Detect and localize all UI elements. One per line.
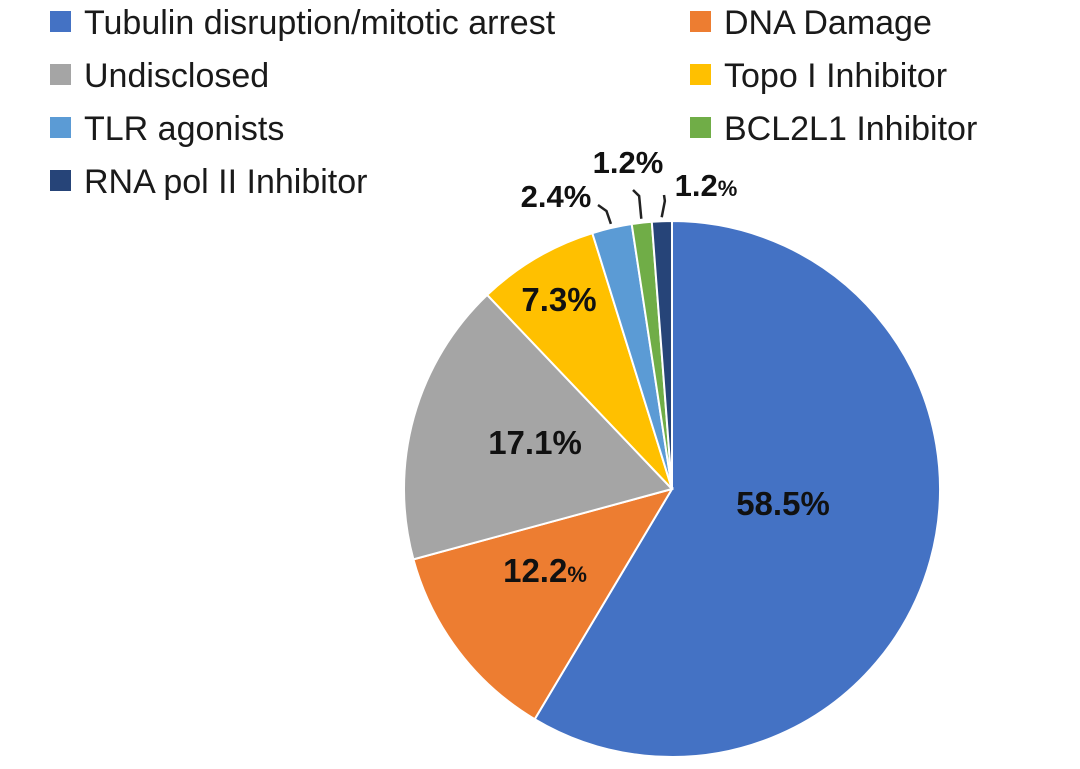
data-label: 2.4% (521, 179, 592, 214)
legend-swatch (690, 11, 711, 32)
pie-slice (412, 487, 675, 721)
leader-lines (597, 189, 667, 225)
legend-item: Topo I Inhibitor (690, 57, 947, 95)
legend-item: BCL2L1 Inhibitor (690, 110, 977, 148)
legend-label: Topo I Inhibitor (724, 57, 947, 95)
legend-item: Undisclosed (50, 57, 269, 95)
legend-swatch (50, 170, 71, 191)
legend-label: Tubulin disruption/mitotic arrest (84, 4, 556, 42)
data-label: 7.3% (521, 281, 596, 318)
data-label: 1.2% (593, 145, 664, 180)
legend-swatch (50, 117, 71, 138)
legend-label: TLR agonists (84, 110, 284, 148)
legend-label: DNA Damage (724, 4, 932, 42)
pie-slice (533, 219, 941, 758)
data-label: 58.5% (736, 485, 830, 522)
leader-line (632, 189, 643, 219)
legend-label: Undisclosed (84, 57, 269, 95)
legend: Tubulin disruption/mitotic arrest DNA Dam… (50, 4, 977, 201)
pie-slice (650, 219, 673, 490)
legend-item: RNA pol II Inhibitor (50, 163, 367, 201)
legend-item: DNA Damage (690, 4, 932, 42)
legend-swatch (50, 64, 71, 85)
data-label: 12.2% (503, 552, 587, 589)
pie-slices (403, 219, 941, 758)
data-label: 1.2% (675, 168, 738, 203)
data-label: 17.1% (488, 424, 582, 461)
pie-slice (403, 293, 674, 561)
leader-line (597, 203, 613, 225)
data-labels: 58.5%12.2%17.1%7.3%2.4%1.2%1.2% (488, 145, 830, 589)
legend-swatch (690, 64, 711, 85)
legend-item: TLR agonists (50, 110, 284, 148)
legend-swatch (690, 117, 711, 138)
leader-line (660, 194, 667, 218)
pie-slice (485, 231, 673, 490)
legend-label: RNA pol II Inhibitor (84, 163, 367, 201)
legend-swatch (50, 11, 71, 32)
legend-label: BCL2L1 Inhibitor (724, 110, 977, 148)
legend-item: Tubulin disruption/mitotic arrest (50, 4, 556, 42)
